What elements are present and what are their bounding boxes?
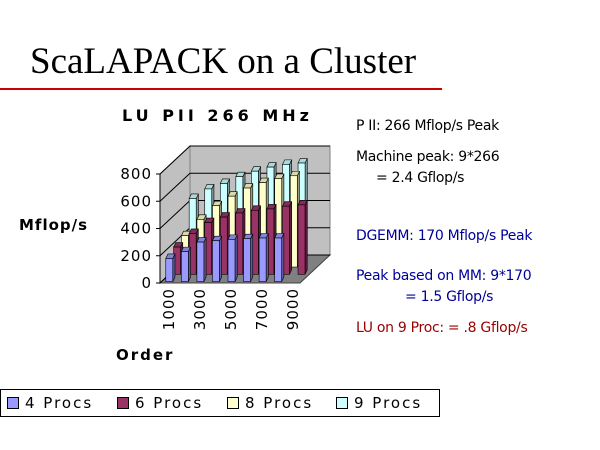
legend-swatch <box>336 397 348 409</box>
x-tick-label: 3000 <box>191 288 209 330</box>
bar-4-procs-8000 <box>274 233 285 282</box>
y-tick-label: 600 <box>120 192 152 210</box>
bar-4-procs-5000 <box>227 234 238 282</box>
x-tick-label: 7000 <box>253 288 271 330</box>
x-axis-label: Order <box>116 346 175 364</box>
bar-4-procs-7000 <box>258 233 269 282</box>
bar-4-procs-1000 <box>165 253 176 282</box>
x-tick-label: 1000 <box>160 288 178 330</box>
legend-label: 9 Procs <box>354 394 423 412</box>
bar-4-procs-3000 <box>196 237 207 282</box>
legend-item-9-procs: 9 Procs <box>336 394 423 412</box>
bar-4-procs-2000 <box>180 246 192 282</box>
note-mm-peak-value: = 1.5 Gflop/s <box>405 289 494 305</box>
note-lu-9-proc: LU on 9 Proc: = .8 Gflop/s <box>356 320 528 336</box>
y-tick-label: 800 <box>120 165 152 183</box>
bar-4-procs-6000 <box>243 233 254 282</box>
legend-swatch <box>117 397 129 409</box>
note-dgemm: DGEMM: 170 Mflop/s Peak <box>356 228 533 244</box>
legend-label: 4 Procs <box>25 394 94 412</box>
legend-label: 8 Procs <box>245 394 314 412</box>
gridline <box>159 145 330 175</box>
y-tick-label: 200 <box>120 247 152 265</box>
title-rule <box>0 88 442 90</box>
bar-4-procs-4000 <box>211 235 223 282</box>
legend-item-6-procs: 6 Procs <box>117 394 204 412</box>
legend-item-8-procs: 8 Procs <box>227 394 314 412</box>
legend-label: 6 Procs <box>135 394 204 412</box>
bar-6-procs-9000 <box>297 200 308 275</box>
y-axis-label: Mflop/s <box>19 216 89 234</box>
x-tick-label: 9000 <box>284 288 302 330</box>
y-tick-label: 0 <box>141 274 152 292</box>
y-tick-label: 400 <box>120 220 152 238</box>
legend-swatch <box>7 397 19 409</box>
slide-title: ScaLAPACK on a Cluster <box>30 41 417 82</box>
legend-item-4-procs: 4 Procs <box>7 394 94 412</box>
chart-title: LU PII 266 MHz <box>122 106 313 125</box>
legend-swatch <box>227 397 239 409</box>
note-machine-peak-value: = 2.4 Gflop/s <box>376 170 465 186</box>
note-peak: P II: 266 Mflop/s Peak <box>356 118 499 134</box>
x-tick-label: 5000 <box>222 288 240 330</box>
note-mm-peak: Peak based on MM: 9*170 <box>356 268 532 284</box>
bar-6-procs-8000 <box>281 201 293 275</box>
chart-legend: 4 Procs 6 Procs 8 Procs 9 Procs <box>0 389 440 417</box>
note-machine-peak: Machine peak: 9*266 <box>356 149 500 165</box>
